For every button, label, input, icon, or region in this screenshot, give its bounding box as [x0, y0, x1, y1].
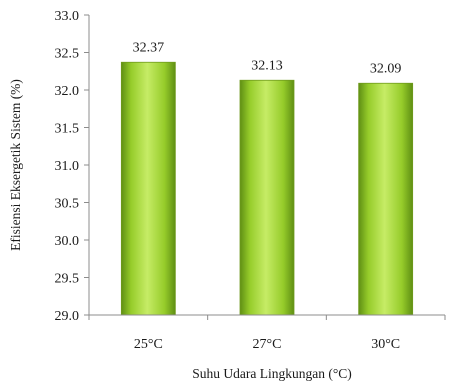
bars-layer: [120, 61, 414, 316]
y-tick-label: 31.0: [55, 159, 80, 174]
y-tick-label: 29.0: [55, 309, 80, 324]
x-axis-title: Suhu Udara Lingkungan (°C): [192, 366, 352, 381]
y-tick-label: 31.5: [55, 122, 80, 137]
y-tick-label: 30.5: [55, 197, 80, 212]
bar: [120, 61, 176, 316]
labels-layer: 29.0 29.5 30.0 30.5 31.0 31.5 32.0 32.5 33.0 32.3…: [55, 9, 402, 352]
bar: [239, 79, 295, 316]
y-tick-label: 32.5: [55, 47, 80, 62]
data-label: 32.09: [370, 61, 402, 76]
y-tick-label: 32.0: [55, 84, 80, 99]
x-tick-label: 27°C: [253, 337, 282, 352]
x-tick-label: 25°C: [134, 337, 163, 352]
data-label: 32.37: [133, 40, 165, 55]
y-tick-label: 29.5: [55, 272, 80, 287]
y-axis-title: Efisiensi Eksergetik Sistem (%): [8, 79, 23, 251]
x-tick-label: 30°C: [371, 337, 400, 352]
bar: [358, 82, 414, 316]
axes-layer: [84, 14, 446, 320]
data-label: 32.13: [251, 58, 283, 73]
y-tick-label: 30.0: [55, 234, 80, 249]
y-tick-label: 33.0: [55, 9, 80, 24]
